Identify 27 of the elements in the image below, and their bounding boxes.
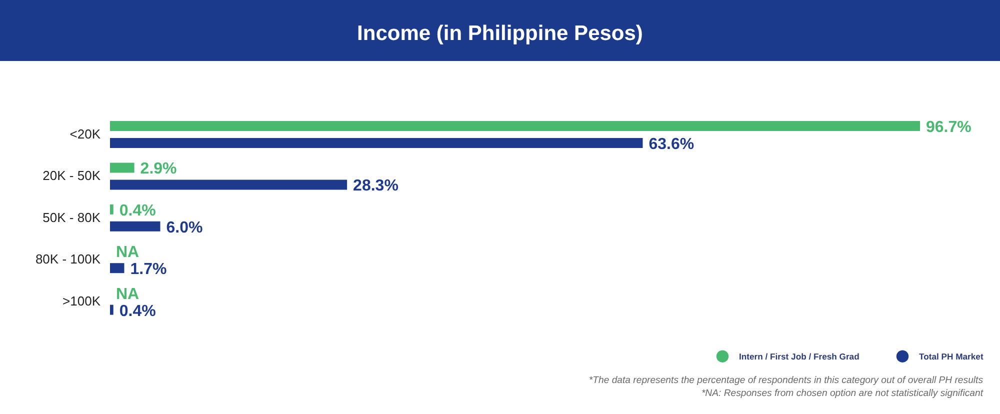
bar	[110, 138, 643, 148]
y-tick-label: 80K - 100K	[35, 252, 101, 267]
y-tick-label: 50K - 80K	[42, 210, 101, 225]
bar	[110, 121, 920, 131]
data-label: 28.3%	[353, 178, 398, 195]
data-label: 63.6%	[648, 136, 694, 153]
text: *The data represents the percentage of respondents in this category out of overall PH results	[588, 375, 983, 388]
data-label: 0.4%	[119, 302, 156, 320]
bar	[110, 304, 114, 315]
legend-label: Intern / First Job / Fresh Grad	[739, 351, 860, 362]
text: NA	[116, 286, 140, 303]
data-label: 1.7%	[130, 261, 167, 278]
bar	[110, 221, 160, 232]
bar	[110, 263, 124, 274]
y-tick-label: 20K - 50K	[42, 168, 101, 184]
bar	[110, 162, 134, 173]
data-label: 96.7%	[926, 119, 972, 136]
bar	[110, 180, 348, 190]
data-label: 6.0%	[166, 219, 203, 236]
legend-label: Total PH Market	[919, 351, 984, 362]
bar	[110, 204, 114, 214]
data-label: 2.9%	[140, 160, 177, 178]
text: NA	[116, 244, 140, 262]
y-tick-label: <20K	[70, 126, 101, 142]
data-label: 0.4%	[119, 202, 156, 220]
y-tick-label: >100K	[62, 293, 101, 308]
text: *NA: Responses from chosen option are not statistically significant	[700, 388, 983, 400]
